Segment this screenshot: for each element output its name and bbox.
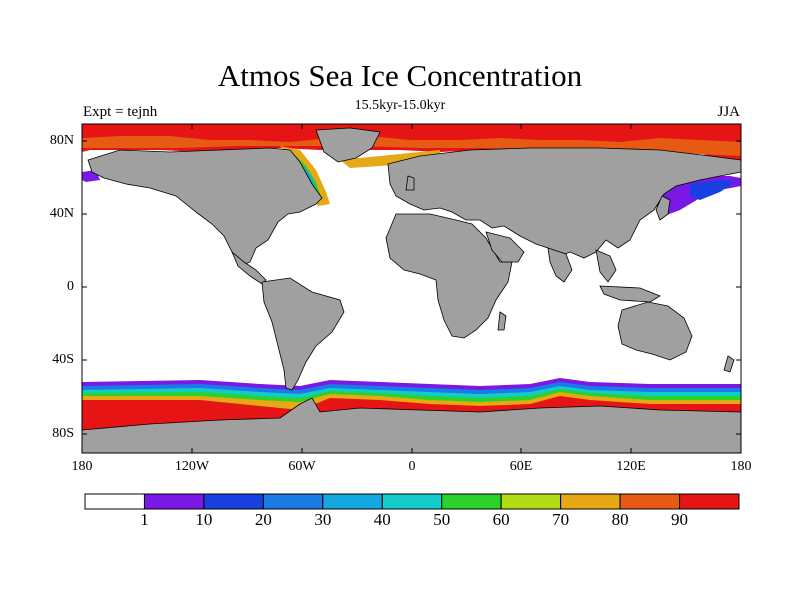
colorbar-swatch <box>441 493 502 510</box>
axis-ticks <box>82 124 741 453</box>
colorbar-swatch <box>679 493 740 510</box>
colorbar-swatch <box>322 493 383 510</box>
southeast-asia <box>595 249 617 283</box>
india <box>547 247 573 283</box>
colorbar-label: 80 <box>611 510 629 529</box>
lon-label-0: 0 <box>408 459 416 474</box>
lat-label-80s: 80S <box>52 426 74 441</box>
colorbar-swatch <box>262 493 324 510</box>
eurasia <box>387 147 742 259</box>
uk <box>405 175 415 191</box>
europe-ice-band <box>340 150 440 168</box>
colorbar-label: 60 <box>492 510 510 529</box>
map-panel <box>81 123 742 454</box>
colorbar-swatch <box>84 493 145 510</box>
colorbar-swatch <box>203 493 264 510</box>
lon-label-180w: 180 <box>71 459 93 474</box>
colorbar-swatch <box>560 493 621 510</box>
arctic-ice-orange <box>82 136 741 156</box>
arabia <box>485 231 525 263</box>
colorbar-label: 30 <box>314 510 332 529</box>
land-masses <box>81 127 742 454</box>
south-america <box>261 277 345 391</box>
colorbar-label: 50 <box>433 510 451 529</box>
lon-label-120w: 120W <box>174 459 210 474</box>
season-label: JJA <box>717 104 740 120</box>
lat-label-80n: 80N <box>49 133 74 148</box>
north-america <box>87 147 323 267</box>
greenland <box>315 127 381 163</box>
lat-label-0: 0 <box>67 279 74 294</box>
colorbar-swatch <box>619 493 681 510</box>
colorbar-label: 10 <box>195 510 213 529</box>
lon-label-180e: 180 <box>730 459 752 474</box>
colorbar-label: 20 <box>254 510 272 529</box>
new-zealand <box>723 355 735 373</box>
experiment-label: Expt = tejnh <box>83 104 158 120</box>
japan <box>655 195 671 221</box>
map-subtitle: 15.5kyr-15.0kyr <box>354 98 446 113</box>
colorbar-label: 1 <box>140 510 149 529</box>
pacific-ice-blue <box>690 180 735 200</box>
colorbar <box>84 493 740 510</box>
madagascar <box>497 311 507 331</box>
lon-label-60w: 60W <box>288 459 316 474</box>
colorbar-swatch <box>143 493 205 510</box>
africa <box>385 213 513 339</box>
colorbar-swatch <box>381 493 443 510</box>
lon-label-120e: 120E <box>616 459 646 474</box>
australia <box>617 301 693 361</box>
lat-label-40n: 40N <box>49 206 74 221</box>
map-title: Atmos Sea Ice Concentration <box>217 58 583 93</box>
colorbar-label: 70 <box>552 510 570 529</box>
colorbar-label: 40 <box>373 510 391 529</box>
lat-label-40s: 40S <box>52 352 74 367</box>
colorbar-label: 90 <box>671 510 689 529</box>
colorbar-swatch <box>500 493 562 510</box>
lon-label-60e: 60E <box>509 459 533 474</box>
